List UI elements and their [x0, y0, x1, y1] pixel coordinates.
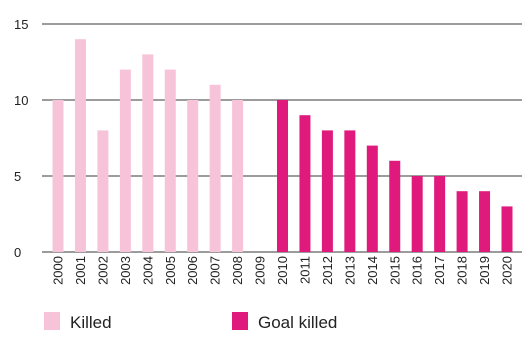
bar-killed-2004: [142, 54, 154, 253]
x-tick-label: 2003: [118, 256, 133, 285]
bar-goal-killed-2011: [299, 115, 311, 252]
x-axis-ticks: 2000 2001 2002 2003 2004 2005 2006 2007 2008 2009…: [51, 256, 515, 285]
bar-killed-2006: [187, 100, 199, 252]
y-axis-ticks: 0 5 10 15: [14, 17, 28, 260]
x-tick-label: 2020: [500, 256, 515, 285]
bar-killed-2000: [52, 100, 64, 252]
x-tick-label: 2011: [297, 256, 312, 284]
x-tick-label: 2017: [432, 256, 447, 285]
bars: [52, 39, 513, 253]
legend-label-goal-killed: Goal killed: [258, 313, 337, 332]
x-tick-label: 2001: [73, 256, 88, 285]
x-tick-label: 2015: [387, 256, 402, 285]
x-tick-label: 2007: [208, 256, 223, 285]
y-tick-label: 15: [14, 17, 28, 32]
bar-killed-2001: [74, 39, 86, 253]
bar-killed-2007: [209, 84, 221, 252]
bar-killed-2002: [97, 130, 109, 252]
x-tick-label: 2012: [320, 256, 335, 285]
x-tick-label: 2008: [230, 256, 245, 285]
x-tick-label: 2013: [342, 256, 357, 285]
y-tick-label: 5: [14, 169, 21, 184]
x-tick-label: 2006: [185, 256, 200, 285]
bar-goal-killed-2020: [501, 206, 513, 252]
bar-killed-2008: [232, 100, 244, 252]
x-tick-label: 2014: [365, 256, 380, 285]
bar-killed-2003: [119, 69, 131, 252]
x-tick-label: 2016: [410, 256, 425, 285]
x-tick-label: 2018: [455, 256, 470, 285]
x-tick-label: 2009: [253, 256, 268, 285]
x-tick-label: 2000: [51, 256, 66, 285]
x-tick-label: 2010: [275, 256, 290, 285]
bar-goal-killed-2018: [456, 191, 468, 252]
bar-goal-killed-2015: [389, 160, 401, 252]
bar-goal-killed-2010: [277, 100, 288, 252]
bar-goal-killed-2017: [434, 176, 446, 252]
bar-killed-2005: [164, 69, 176, 252]
bar-goal-killed-2013: [344, 130, 356, 252]
legend-swatch-goal-killed: [232, 312, 248, 330]
bar-goal-killed-2014: [366, 145, 378, 252]
legend: Killed Goal killed: [44, 312, 337, 332]
legend-label-killed: Killed: [70, 313, 112, 332]
x-tick-label: 2005: [163, 256, 178, 285]
bar-goal-killed-2019: [479, 191, 491, 252]
x-tick-label: 2004: [140, 256, 155, 285]
legend-swatch-killed: [44, 312, 60, 330]
bar-goal-killed-2012: [321, 130, 333, 252]
bar-goal-killed-2016: [411, 176, 423, 252]
y-tick-label: 10: [14, 93, 28, 108]
x-tick-label: 2019: [477, 256, 492, 285]
x-tick-label: 2002: [95, 256, 110, 285]
y-tick-label: 0: [14, 245, 21, 260]
